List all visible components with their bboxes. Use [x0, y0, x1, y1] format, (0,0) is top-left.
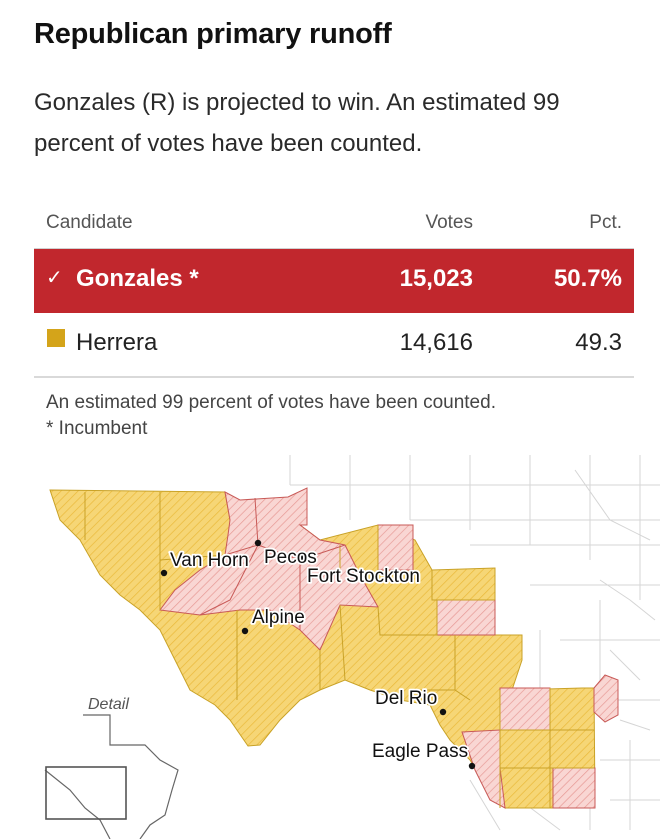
table-row-winner: ✓ Gonzales * 15,023 50.7%	[34, 249, 634, 313]
gonzales-county	[461, 729, 506, 809]
city-label-alpine: Alpine	[252, 607, 305, 628]
city-dot	[160, 569, 168, 577]
race-summary: Gonzales (R) is projected to win. An est…	[34, 89, 560, 157]
herrera-region	[49, 489, 596, 809]
legend-swatch-icon	[47, 329, 65, 347]
county-borders-gonzales	[199, 497, 346, 630]
city-dot	[468, 762, 476, 770]
gonzales-county	[436, 599, 496, 636]
table-footnote: An estimated 99 percent of votes have be…	[46, 390, 496, 442]
city-label-del-rio: Del Rio	[375, 688, 437, 709]
header-pct: Pct.	[589, 212, 622, 233]
candidate-votes: 15,023	[399, 265, 473, 292]
city-label-fort-stockton: Fort Stockton	[307, 566, 420, 587]
city-label-pecos: Pecos	[264, 547, 317, 568]
header-votes: Votes	[425, 212, 473, 233]
gonzales-county	[377, 524, 414, 571]
detail-label: Detail	[88, 696, 129, 713]
city-dot	[241, 627, 249, 635]
incumbent-note: * Incumbent	[46, 418, 148, 439]
gonzales-county	[499, 687, 551, 731]
county-borders	[84, 492, 594, 808]
gonzales-county	[593, 674, 619, 723]
candidate-pct: 49.3	[575, 329, 622, 356]
counted-note: An estimated 99 percent of votes have be…	[46, 392, 496, 413]
city-label-van-horn: Van Horn	[170, 550, 249, 571]
city-dot	[297, 554, 305, 562]
page-title: Republican primary runoff	[34, 18, 392, 50]
city-dot	[254, 539, 262, 547]
city-label-eagle-pass: Eagle Pass	[372, 741, 468, 762]
check-icon: ✓	[46, 267, 63, 289]
results-table: Candidate Votes Pct. ✓ Gonzales * 15,023…	[34, 200, 634, 378]
candidate-name: Herrera	[76, 329, 158, 356]
candidate-name: Gonzales *	[76, 265, 199, 292]
city-markers	[160, 539, 476, 770]
candidate-pct: 50.7%	[553, 265, 622, 292]
background-counties	[289, 455, 660, 831]
city-labels: Van Horn Pecos Fort Stockton Alpine Del …	[168, 545, 470, 764]
detail-box	[45, 766, 127, 820]
candidate-votes: 14,616	[399, 329, 473, 356]
gonzales-county	[552, 767, 596, 809]
city-dot	[439, 708, 447, 716]
detail-inset[interactable]	[44, 714, 179, 839]
table-row: Herrera 14,616 49.3	[34, 313, 634, 378]
table-header: Candidate Votes Pct.	[34, 200, 634, 249]
header-candidate: Candidate	[46, 212, 133, 233]
results-map[interactable]: Detail Van Horn Pecos Fort Stockton Alpi…	[0, 450, 667, 839]
